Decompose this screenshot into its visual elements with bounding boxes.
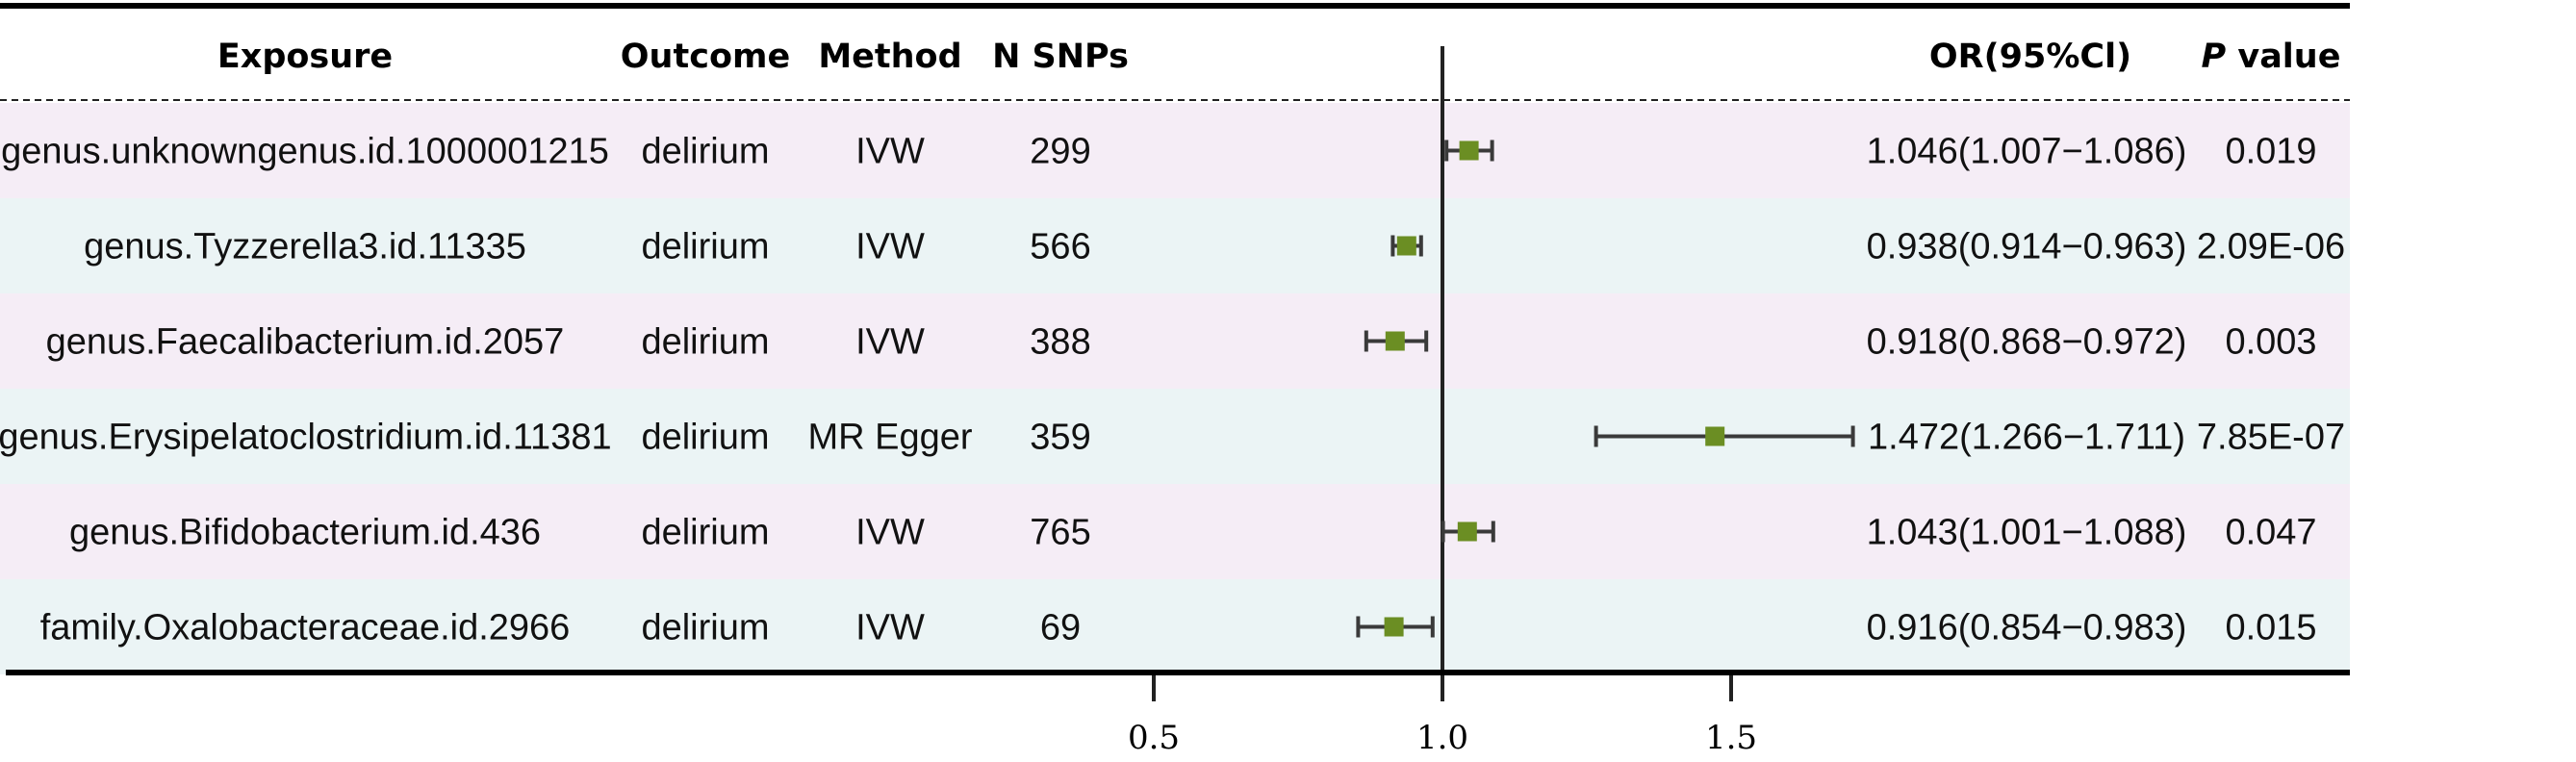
- header-method: Method: [818, 38, 961, 76]
- cell-p-value: 0.019: [2225, 132, 2316, 172]
- header-exposure: Exposure: [217, 38, 393, 76]
- x-tick-label: 1.5: [1705, 719, 1757, 757]
- or-point-marker: [1384, 617, 1404, 637]
- cell-or: 0.938(0.914−0.963): [1867, 227, 2187, 267]
- cell-p-value: 0.015: [2225, 608, 2316, 648]
- cell-exposure: family.Oxalobacteraceae.id.2966: [40, 608, 571, 648]
- header-row: Exposure Outcome Method N SNPs OR(95%Cl)…: [217, 38, 2341, 76]
- or-point-marker: [1459, 140, 1479, 161]
- cell-exposure: genus.Bifidobacterium.id.436: [69, 513, 541, 553]
- cell-method: IVW: [855, 227, 925, 267]
- cell-exposure: genus.Faecalibacterium.id.2057: [46, 322, 565, 363]
- cell-or: 0.918(0.868−0.972): [1867, 322, 2187, 363]
- cell-method: IVW: [855, 513, 925, 553]
- cell-method: IVW: [855, 132, 925, 172]
- cell-method: IVW: [855, 608, 925, 648]
- cell-or: 1.046(1.007−1.086): [1867, 132, 2187, 172]
- row-background: [0, 389, 2350, 484]
- header-p-italic: P: [2202, 38, 2227, 76]
- cell-nsnps: 359: [1030, 418, 1090, 458]
- cell-outcome: delirium: [641, 513, 769, 553]
- cell-outcome: delirium: [641, 608, 769, 648]
- row-texts: genus.unknowngenus.id.1000001215 delirium…: [0, 132, 2345, 648]
- cell-nsnps: 765: [1030, 513, 1090, 553]
- cell-or: 0.916(0.854−0.983): [1867, 608, 2187, 648]
- cell-method: IVW: [855, 322, 925, 363]
- cell-exposure: genus.Tyzzerella3.id.11335: [84, 227, 526, 267]
- row-background: [0, 198, 2350, 293]
- cell-outcome: delirium: [641, 418, 769, 458]
- x-axis: 0.5 1.0 1.5: [1128, 46, 1757, 757]
- cell-or: 1.472(1.266−1.711): [1868, 418, 2185, 458]
- or-point-marker: [1457, 521, 1477, 542]
- cell-exposure: genus.Erysipelatoclostridium.id.11381: [0, 418, 612, 458]
- row-backgrounds: [0, 103, 2350, 674]
- cell-p-value: 0.003: [2225, 322, 2316, 363]
- cell-p-value: 0.047: [2225, 513, 2316, 553]
- row-background: [0, 293, 2350, 389]
- or-point-marker: [1705, 426, 1725, 446]
- header-outcome: Outcome: [621, 38, 790, 76]
- cell-method: MR Egger: [807, 418, 972, 458]
- row-background: [0, 579, 2350, 674]
- x-tick-label: 0.5: [1128, 719, 1180, 757]
- cell-nsnps: 566: [1030, 227, 1090, 267]
- header-p-value: P value: [2202, 38, 2341, 76]
- cell-nsnps: 69: [1040, 608, 1081, 648]
- forest-marks: [1356, 140, 1855, 638]
- cell-nsnps: 388: [1030, 322, 1090, 363]
- header-nsnps: N SNPs: [992, 38, 1129, 76]
- row-background: [0, 484, 2350, 579]
- cell-nsnps: 299: [1030, 132, 1090, 172]
- cell-or: 1.043(1.001−1.088): [1867, 513, 2187, 553]
- cell-outcome: delirium: [641, 132, 769, 172]
- or-point-marker: [1396, 236, 1416, 256]
- cell-p-value: 7.85E-07: [2197, 418, 2345, 458]
- header-p-rest: value: [2226, 38, 2340, 76]
- cell-exposure: genus.unknowngenus.id.1000001215: [1, 132, 609, 172]
- x-tick-label: 1.0: [1416, 719, 1468, 757]
- or-point-marker: [1385, 331, 1405, 351]
- header-or: OR(95%Cl): [1929, 38, 2131, 76]
- row-background: [0, 103, 2350, 198]
- cell-outcome: delirium: [641, 322, 769, 363]
- cell-outcome: delirium: [641, 227, 769, 267]
- cell-p-value: 2.09E-06: [2197, 227, 2345, 267]
